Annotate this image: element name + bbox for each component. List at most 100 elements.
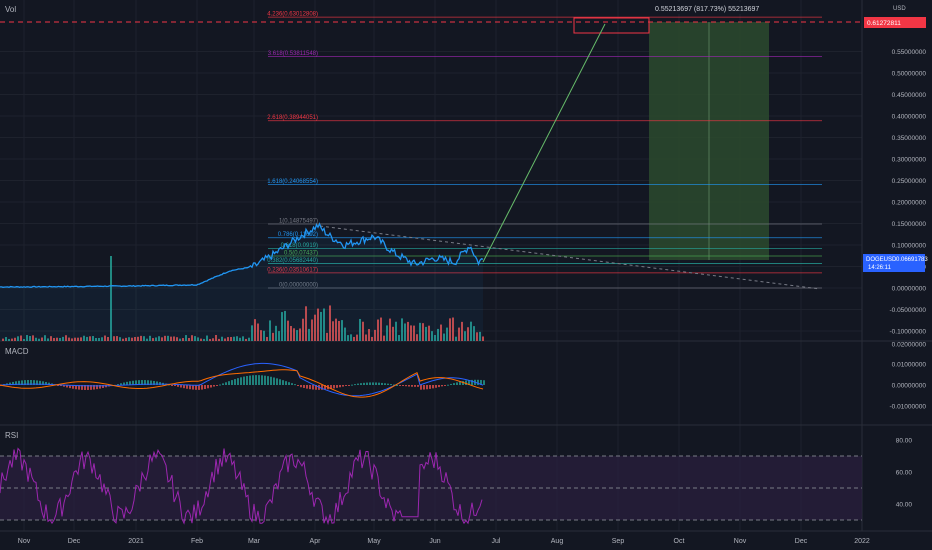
macd-histogram-bar (156, 381, 158, 385)
volume-bar (308, 328, 310, 341)
macd-histogram-bar (330, 385, 332, 389)
macd-label[interactable]: MACD (5, 347, 29, 356)
volume-bar (392, 326, 394, 341)
current-price-countdown: 14:26:11 (868, 265, 892, 271)
macd-histogram-bar (90, 385, 92, 390)
projection-trendline[interactable] (482, 23, 606, 263)
volume-bar (416, 334, 418, 341)
time-label: Jun (429, 538, 440, 545)
volume-bar (461, 321, 463, 341)
currency-label: USD (893, 6, 906, 12)
volume-bar (293, 328, 295, 341)
volume-bar (458, 327, 460, 341)
volume-bar (302, 318, 304, 341)
volume-bar (269, 320, 271, 341)
volume-bar (317, 308, 319, 341)
volume-bar (314, 314, 316, 341)
macd-histogram-bar (207, 385, 209, 389)
volume-bar (218, 338, 220, 341)
macd-histogram-bar (411, 385, 413, 387)
volume-bar (284, 310, 286, 341)
macd-histogram-bar (222, 383, 224, 385)
macd-histogram-bar (414, 385, 416, 387)
volume-bar (14, 337, 16, 341)
price-tick-label: 0.45000000 (892, 92, 927, 99)
volume-bar (263, 330, 265, 341)
price-tick-label: 0.15000000 (892, 221, 927, 228)
macd-histogram-bar (402, 385, 404, 386)
macd-histogram-bar (243, 376, 245, 385)
macd-tick-label: 0.01000000 (892, 362, 927, 369)
volume-bar (101, 337, 103, 341)
macd-histogram-bar (255, 375, 257, 385)
volume-bar (407, 321, 409, 341)
volume-bar (95, 337, 97, 341)
volume-bar (257, 323, 259, 341)
volume-bar (476, 332, 478, 341)
macd-histogram-bar (144, 380, 146, 385)
macd-histogram-bar (213, 385, 215, 387)
macd-histogram-bar (393, 384, 395, 386)
macd-histogram-bar (99, 385, 101, 389)
time-axis[interactable]: Nov Dec 2021 Feb Mar Apr May Jun Jul Aug Sep Oct Nov… (18, 538, 870, 545)
macd-histogram-bar (300, 385, 302, 388)
volume-bar (215, 335, 217, 341)
volume-bar (254, 319, 256, 341)
price-axis[interactable]: 0.610.550000000.500000000.450000000.4000… (889, 23, 926, 335)
price-tick-label: 0.40000000 (892, 114, 927, 121)
macd-histogram-bar (102, 385, 104, 388)
macd-axis[interactable]: 0.02000000 0.01000000 0.00000000 -0.0100000… (889, 342, 926, 411)
volume-bar (383, 335, 385, 341)
macd-histogram-bar (450, 383, 452, 385)
macd-histogram-bar (312, 385, 314, 390)
volume-bar (281, 312, 283, 341)
volume-bar (188, 338, 190, 341)
macd-histogram-bar (303, 385, 305, 388)
volume-bar (131, 337, 133, 341)
fibonacci-levels[interactable]: 4.236(0.63012808) 3.618(0.53811548) 2.618(… (267, 12, 822, 289)
rsi-axis[interactable]: 80.00 60.00 40.00 (896, 438, 913, 509)
macd-histogram-bar (306, 385, 308, 389)
volume-bar (464, 331, 466, 341)
price-line[interactable] (0, 222, 484, 288)
price-area-fill (0, 223, 483, 341)
macd-histogram-bar (342, 385, 344, 387)
volume-bar (446, 327, 448, 341)
volume-bar (149, 335, 151, 341)
volume-bar (179, 338, 181, 341)
volume-bar (8, 338, 10, 341)
time-label: Dec (795, 538, 808, 545)
macd-histogram-bar (285, 381, 287, 385)
volume-bar (74, 337, 76, 341)
volume-bar (176, 337, 178, 341)
price-tick-label: 0.35000000 (892, 135, 927, 142)
macd-histogram-bar (45, 381, 47, 385)
volume-bar (152, 338, 154, 341)
macd-histogram-bar (210, 385, 212, 388)
volume-bar (386, 325, 388, 341)
volume-bar (59, 337, 61, 341)
macd-histogram-bar (15, 381, 17, 385)
volume-bar (11, 338, 13, 341)
volume-bar (71, 338, 73, 341)
volume-label[interactable]: Vol (5, 5, 16, 14)
volume-bar (290, 325, 292, 341)
volume-bar (38, 338, 40, 341)
volume-bar (260, 330, 262, 341)
volume-bar (200, 338, 202, 341)
volume-bar (422, 323, 424, 341)
volume-bar (206, 335, 208, 341)
target-price-tag (864, 17, 926, 28)
target-marker-box[interactable] (573, 17, 650, 34)
macd-histogram-bar (444, 385, 446, 386)
volume-bar (209, 338, 211, 341)
volume-bar (125, 337, 127, 341)
macd-histogram-bar (381, 382, 383, 385)
volume-bar (92, 336, 94, 341)
macd-histogram-bar (9, 382, 11, 385)
volume-bar (365, 334, 367, 341)
rsi-label[interactable]: RSI (5, 431, 18, 440)
time-label: Feb (191, 538, 203, 545)
volume-bar (2, 338, 4, 341)
